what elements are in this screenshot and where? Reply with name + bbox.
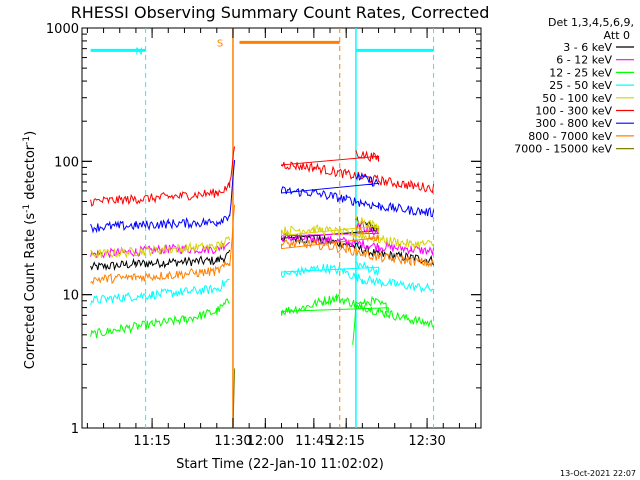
timestamp: 13-Oct-2021 22:07 (560, 469, 636, 478)
legend-entry-label: 6 - 12 keV (556, 54, 612, 67)
x-axis-label: Start Time (22-Jan-10 11:02:02) (176, 457, 384, 472)
y-tick-label: 1000 (46, 22, 79, 37)
legend-entry-label: 800 - 7000 keV (528, 130, 612, 143)
plot-frame (81, 27, 482, 429)
y-axis-label-end: ) (23, 131, 38, 136)
y-axis-label-main: Corrected Count Rate (s (23, 213, 38, 370)
x-tick-label: 12:15 (327, 434, 364, 449)
x-tick-label: 12:30 (408, 434, 445, 449)
x-tick-label: 11:30 (214, 434, 251, 449)
y-tick-label: 10 (62, 289, 79, 304)
series-line (281, 150, 435, 194)
legend-entry-label: 100 - 300 keV (535, 105, 612, 118)
legend-entry-label: 25 - 50 keV (549, 79, 612, 92)
x-tick-label: 11:45 (295, 434, 332, 449)
series-line (90, 204, 236, 286)
series-line (281, 261, 434, 294)
legend-entry-label: 7000 - 15000 keV (514, 143, 612, 156)
series-line (90, 278, 230, 306)
night-label: N (135, 46, 142, 57)
plot-area: N S 1 10 100 1000 11:15 11:30 11:45 12:00 12:15 12:… (46, 22, 482, 449)
x-tick-label: 11:15 (133, 434, 170, 449)
series-line (90, 298, 230, 339)
series-line (281, 293, 434, 345)
series-line (281, 220, 435, 257)
series-line (90, 146, 236, 207)
y-axis-label: Corrected Count Rate (s-1 detector-1) (22, 131, 38, 369)
legend-entry-label: 12 - 25 keV (549, 66, 612, 79)
legend-entry-label: 3 - 6 keV (563, 41, 612, 54)
chart-title: RHESSI Observing Summary Count Rates, Co… (71, 3, 490, 22)
y-tick-label: 1 (71, 422, 79, 437)
legend-header-detectors: Det 1,3,4,5,6,9, (548, 16, 634, 29)
series-line (90, 160, 236, 234)
series-line (90, 235, 231, 259)
y-axis-label-sup2: -1 (22, 136, 32, 145)
legend-entry-label: 50 - 100 keV (542, 92, 612, 105)
saa-label: S (217, 38, 223, 49)
y-tick-label: 100 (54, 155, 79, 170)
legend-entry-label: 300 - 800 keV (535, 117, 612, 130)
series-line (90, 249, 231, 272)
y-axis-label-sup1: -1 (22, 204, 32, 213)
y-axis-label-mid: detector (23, 144, 38, 204)
x-tick-label: 12:00 (247, 434, 284, 449)
series-line (281, 214, 434, 249)
series-line (281, 224, 435, 268)
legend-header-attenuator: Att 0 (604, 29, 630, 42)
series-line (281, 171, 435, 218)
